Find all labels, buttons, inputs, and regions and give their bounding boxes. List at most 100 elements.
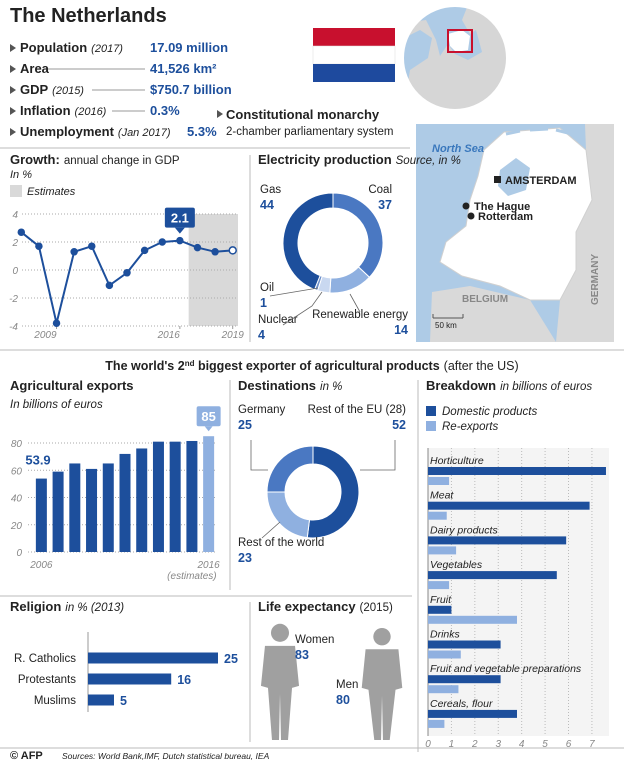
government-title: Constitutional monarchy <box>226 107 380 122</box>
category-label: Dairy products <box>430 524 498 536</box>
bullet <box>217 110 223 118</box>
category-label: Drinks <box>430 629 461 641</box>
leader-line <box>261 521 281 539</box>
legend-swatch <box>426 406 436 416</box>
estimates-note: (estimates) <box>167 571 216 582</box>
fact-value: $750.7 billion <box>150 82 232 97</box>
point <box>228 246 237 255</box>
map-scale-label: 50 km <box>435 321 457 330</box>
category-label: Oil <box>260 282 274 294</box>
fact: GDP (2015) <box>20 82 84 97</box>
bar <box>428 477 450 485</box>
point <box>35 242 43 250</box>
bar <box>35 478 47 552</box>
map-country-label: GERMANY <box>590 254 601 305</box>
chart-subtitle: in billions of euros <box>500 381 592 393</box>
fact-label: Population <box>20 40 87 55</box>
y-tick-label: 60 <box>11 466 23 477</box>
legend-swatch <box>426 421 436 431</box>
chart-title-text: Breakdown <box>426 378 496 393</box>
data-label: 44 <box>260 198 274 212</box>
data-label: 25 <box>238 418 252 432</box>
category-label: R. Catholics <box>14 653 76 665</box>
bar <box>88 673 172 685</box>
bar <box>169 441 181 552</box>
chart-title: Agricultural exports In billions of euros <box>10 378 134 411</box>
bar <box>428 467 606 475</box>
fact: Population (2017) <box>20 40 123 55</box>
bar <box>428 719 445 728</box>
bar <box>119 453 131 552</box>
y-tick-label: 20 <box>10 521 23 532</box>
bar <box>428 581 450 590</box>
bullet <box>10 107 16 115</box>
body <box>260 645 300 740</box>
bar <box>428 615 517 624</box>
data-label: 1 <box>260 296 267 310</box>
fact: Inflation (2016) <box>20 103 107 118</box>
fact-value: 0.3% <box>150 103 180 118</box>
category-label: Nuclear <box>258 314 298 326</box>
fact-note: (2017) <box>91 43 123 55</box>
data-label: 4 <box>258 328 265 342</box>
flag <box>312 28 396 82</box>
data-label: 5 <box>120 694 127 708</box>
bullet <box>10 44 16 52</box>
chart-title: Breakdown in billions of euros <box>426 378 592 393</box>
x-tick-label: 2019 <box>221 330 245 341</box>
section-title: The world's 2nd biggest exporter of agri… <box>105 359 518 374</box>
bar <box>428 685 459 694</box>
leader-line <box>269 287 319 297</box>
body <box>361 649 403 740</box>
bar <box>88 652 218 664</box>
bar <box>52 471 64 552</box>
page-title: The Netherlands <box>10 5 167 27</box>
data-label: 16 <box>177 673 191 687</box>
chart-title-text: Religion <box>10 599 61 614</box>
category-label: Fruit <box>430 594 452 606</box>
category-label: Germany <box>238 404 286 416</box>
category-label: Meat <box>430 490 454 502</box>
chart-subtitle: Source, in % <box>396 155 461 167</box>
x-tick-label: 4 <box>519 739 525 750</box>
y-tick-label: 0 <box>16 548 22 559</box>
category-label: Muslims <box>34 695 76 707</box>
section-title-sup: nd <box>185 359 195 368</box>
bar <box>69 463 81 552</box>
chart-title: Destinations in % <box>238 378 342 393</box>
bar <box>428 650 461 659</box>
category-label: Vegetables <box>430 559 483 571</box>
legend-label: Re-exports <box>442 421 498 433</box>
point <box>140 246 149 255</box>
x-tick-label: 6 <box>566 739 572 750</box>
head <box>373 628 391 646</box>
point <box>123 269 131 277</box>
point <box>211 248 219 256</box>
x-tick-label: 0 <box>425 739 431 750</box>
category-label: Coal <box>368 184 392 196</box>
section-title-rest: biggest exporter of agricultural product… <box>194 359 439 373</box>
callout-box <box>164 207 195 228</box>
chart-title: Life expectancy (2015) <box>258 599 393 614</box>
bar <box>203 436 215 552</box>
data-label: 14 <box>394 323 408 337</box>
fact-note: (2015) <box>52 85 84 97</box>
legend-label: Domestic products <box>442 406 537 418</box>
point <box>70 248 78 256</box>
bar <box>428 571 557 580</box>
fact-note: (Jan 2017) <box>118 127 171 139</box>
chart-title-text: Life expectancy <box>258 599 356 614</box>
category-label: Protestants <box>18 674 76 686</box>
globe <box>403 6 507 110</box>
point <box>52 319 61 327</box>
x-tick-label: 7 <box>589 739 595 750</box>
leader-line <box>282 291 323 326</box>
x-tick-label: 2016 <box>197 560 221 571</box>
bar <box>428 536 567 545</box>
globe-outline <box>402 5 508 111</box>
data-label: 85 <box>201 409 215 424</box>
y-tick-label: 0 <box>12 266 18 277</box>
data-label: 53.9 <box>25 453 50 468</box>
fact-label: Area <box>20 61 50 76</box>
chart-subtitle: (2015) <box>360 602 393 614</box>
